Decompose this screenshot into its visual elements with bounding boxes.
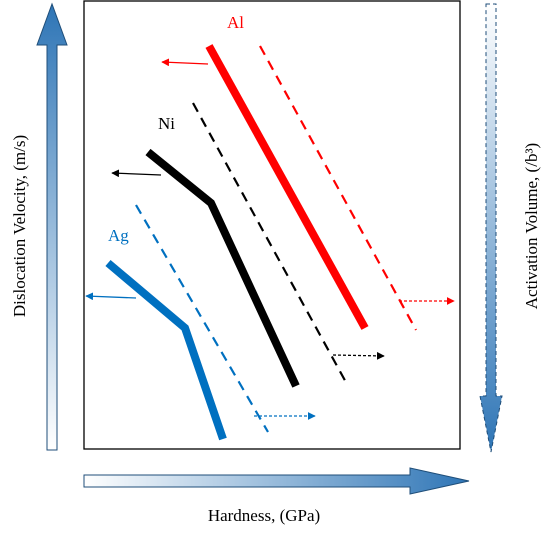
al-velocity-arrow <box>161 58 209 67</box>
ni-solid-line <box>145 148 300 388</box>
arrow-down-dashed-gradient-icon <box>479 3 503 453</box>
ag-dashed-line <box>135 204 269 433</box>
ag-solid-line <box>105 259 227 441</box>
y-right-axis-label: Activation Volume, (/b³) <box>522 143 541 309</box>
ni-velocity-arrow <box>111 169 162 178</box>
ni-volume-arrow <box>332 351 385 360</box>
label-ni: Ni <box>158 114 175 133</box>
arrow-up-gradient-icon <box>36 2 68 451</box>
series-ag <box>85 204 316 441</box>
al-solid-line <box>205 44 369 330</box>
ni-dashed-line <box>192 102 349 387</box>
series-ni <box>111 102 385 388</box>
ag-velocity-arrow <box>85 292 137 301</box>
series-al <box>161 44 455 331</box>
y-left-axis-label: Dislocation Velocity, (m/s) <box>10 135 29 317</box>
plot-frame <box>83 0 461 450</box>
x-axis-label: Hardness, (GPa) <box>208 506 320 525</box>
label-al: Al <box>227 13 244 32</box>
al-dashed-line <box>259 45 417 331</box>
label-ag: Ag <box>108 226 129 245</box>
arrow-right-gradient-icon <box>83 467 470 495</box>
